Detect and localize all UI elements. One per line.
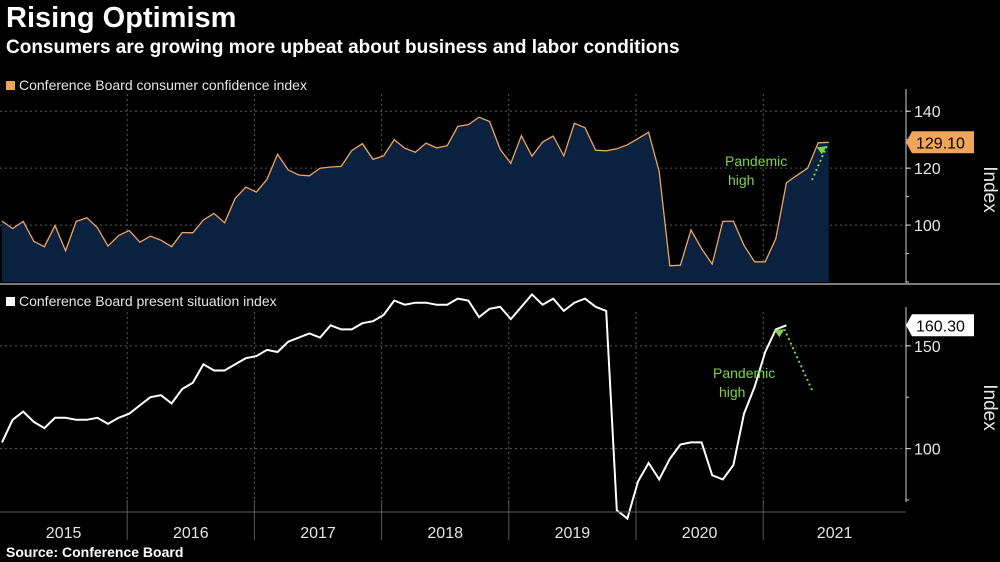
x-tick-label: 2019	[555, 525, 591, 542]
x-tick-label: 2018	[427, 525, 463, 542]
annotation-text: high	[728, 172, 754, 188]
annotation-arrow	[811, 145, 828, 181]
last-value-badge	[906, 131, 974, 154]
source-note: Source: Conference Board	[6, 544, 184, 560]
x-axis: 2015 2016 2017 2018 2019 2020 2021	[0, 500, 906, 542]
confidence-area	[2, 117, 829, 282]
legend-swatch-white	[6, 296, 15, 306]
x-tick-label: 2015	[46, 525, 82, 542]
annotation-text: high	[719, 384, 745, 400]
present-situation-line	[1, 292, 787, 521]
annotation-arrow	[783, 328, 813, 391]
last-value-label: 160.30	[916, 318, 965, 335]
annotation-text: Pandemic	[725, 153, 787, 169]
x-tick-label: 2021	[817, 525, 853, 542]
x-tick-label: 2020	[682, 525, 718, 542]
legend-label: Conference Board present situation index	[19, 293, 277, 309]
chart-title: Rising Optimism	[6, 2, 237, 34]
y-axis-label: Index	[979, 166, 1000, 213]
y-tick-label: 100	[914, 218, 941, 235]
y-tick-label: 100	[914, 442, 941, 459]
legend-label: Conference Board consumer confidence ind…	[19, 77, 307, 93]
y-tick-label: 120	[914, 161, 941, 178]
legend-swatch-orange	[6, 80, 15, 90]
present-situation-panel: 100 150 Index 160.30 Pandemic high	[0, 292, 1000, 521]
legend-present-situation: Conference Board present situation index	[6, 293, 277, 309]
x-tick-label: 2016	[173, 525, 209, 542]
y-tick-label: 150	[914, 339, 941, 356]
annotation-arrowhead	[774, 329, 785, 338]
confidence-line	[1, 116, 829, 267]
y-tick-label: 140	[914, 104, 941, 121]
last-value-badge	[906, 314, 974, 337]
legend-consumer-confidence: Conference Board consumer confidence ind…	[6, 77, 307, 93]
annotation-arrowhead	[816, 146, 827, 155]
consumer-confidence-panel: 100 120 140 Index 129.10 Pandemic high	[0, 89, 1000, 285]
last-value-label: 129.10	[916, 135, 965, 152]
chart-subtitle: Consumers are growing more upbeat about …	[6, 37, 680, 58]
y-axis-label: Index	[979, 384, 1000, 431]
annotation-text: Pandemic	[713, 365, 775, 381]
x-tick-label: 2017	[300, 525, 336, 542]
